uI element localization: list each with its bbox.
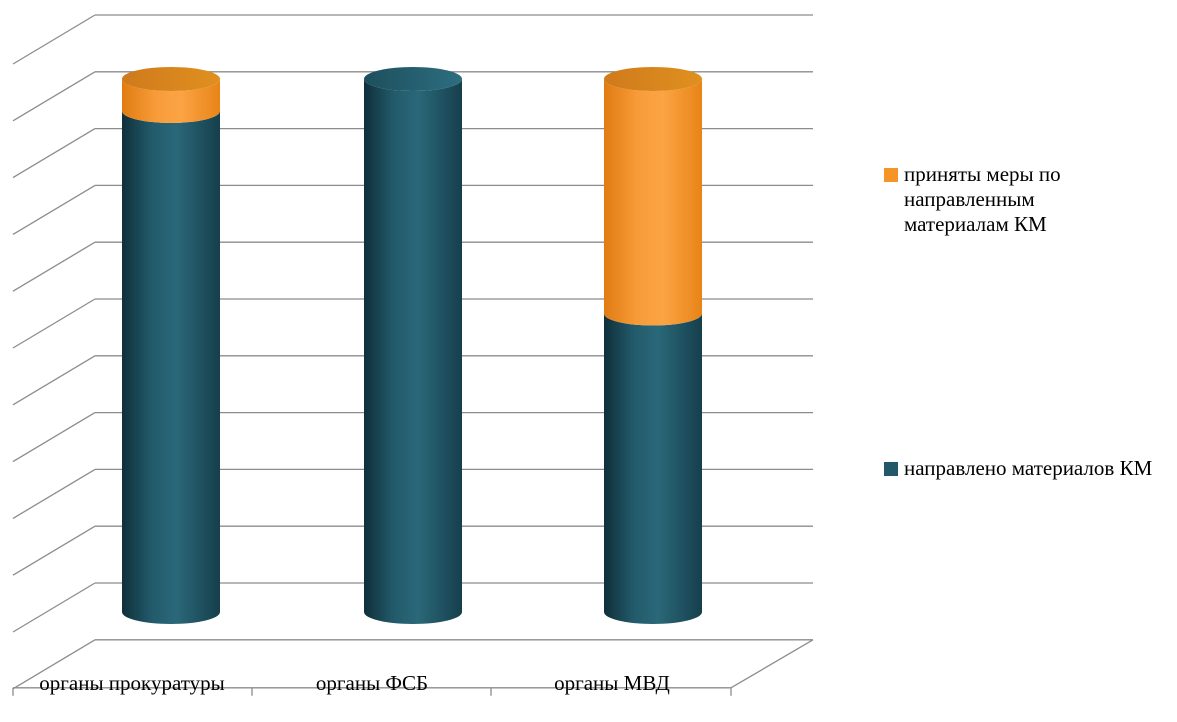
bar-segment <box>604 313 702 624</box>
gridline-side <box>12 71 96 122</box>
legend-label: направлено материалов КМ <box>904 456 1153 480</box>
x-axis <box>12 687 732 696</box>
gridline-side <box>12 468 96 519</box>
legend-item: приняты меры по направленным материалам … <box>884 162 1174 237</box>
gridline-side <box>12 184 96 235</box>
gridline-side <box>12 355 96 406</box>
gridline-side <box>12 298 96 349</box>
gridline-side <box>12 639 96 690</box>
x-tick-label: органы МВД <box>554 671 670 695</box>
gridline-side <box>12 241 96 292</box>
gridline-side <box>12 582 96 633</box>
bars <box>122 67 702 624</box>
legend-swatch <box>884 462 898 476</box>
x-tick-label: органы прокуратуры <box>39 671 225 695</box>
bar-segment <box>364 79 462 624</box>
bar-segment <box>122 110 220 624</box>
gridline-side <box>12 128 96 179</box>
floor-edge <box>730 639 814 689</box>
bar-top-cap <box>364 67 462 91</box>
bar-top-cap <box>122 67 220 91</box>
x-tick-label: органы ФСБ <box>315 671 429 695</box>
gridline-side <box>12 14 96 65</box>
legend-label: приняты меры по направленным материалам … <box>904 162 1061 236</box>
bar-segment <box>122 79 220 123</box>
bar-segment <box>604 79 702 326</box>
bar-top-cap <box>604 67 702 91</box>
legend-item: направлено материалов КМ <box>884 456 1174 481</box>
gridline-side <box>12 525 96 576</box>
legend-swatch <box>884 168 898 182</box>
gridline-side <box>12 412 96 463</box>
